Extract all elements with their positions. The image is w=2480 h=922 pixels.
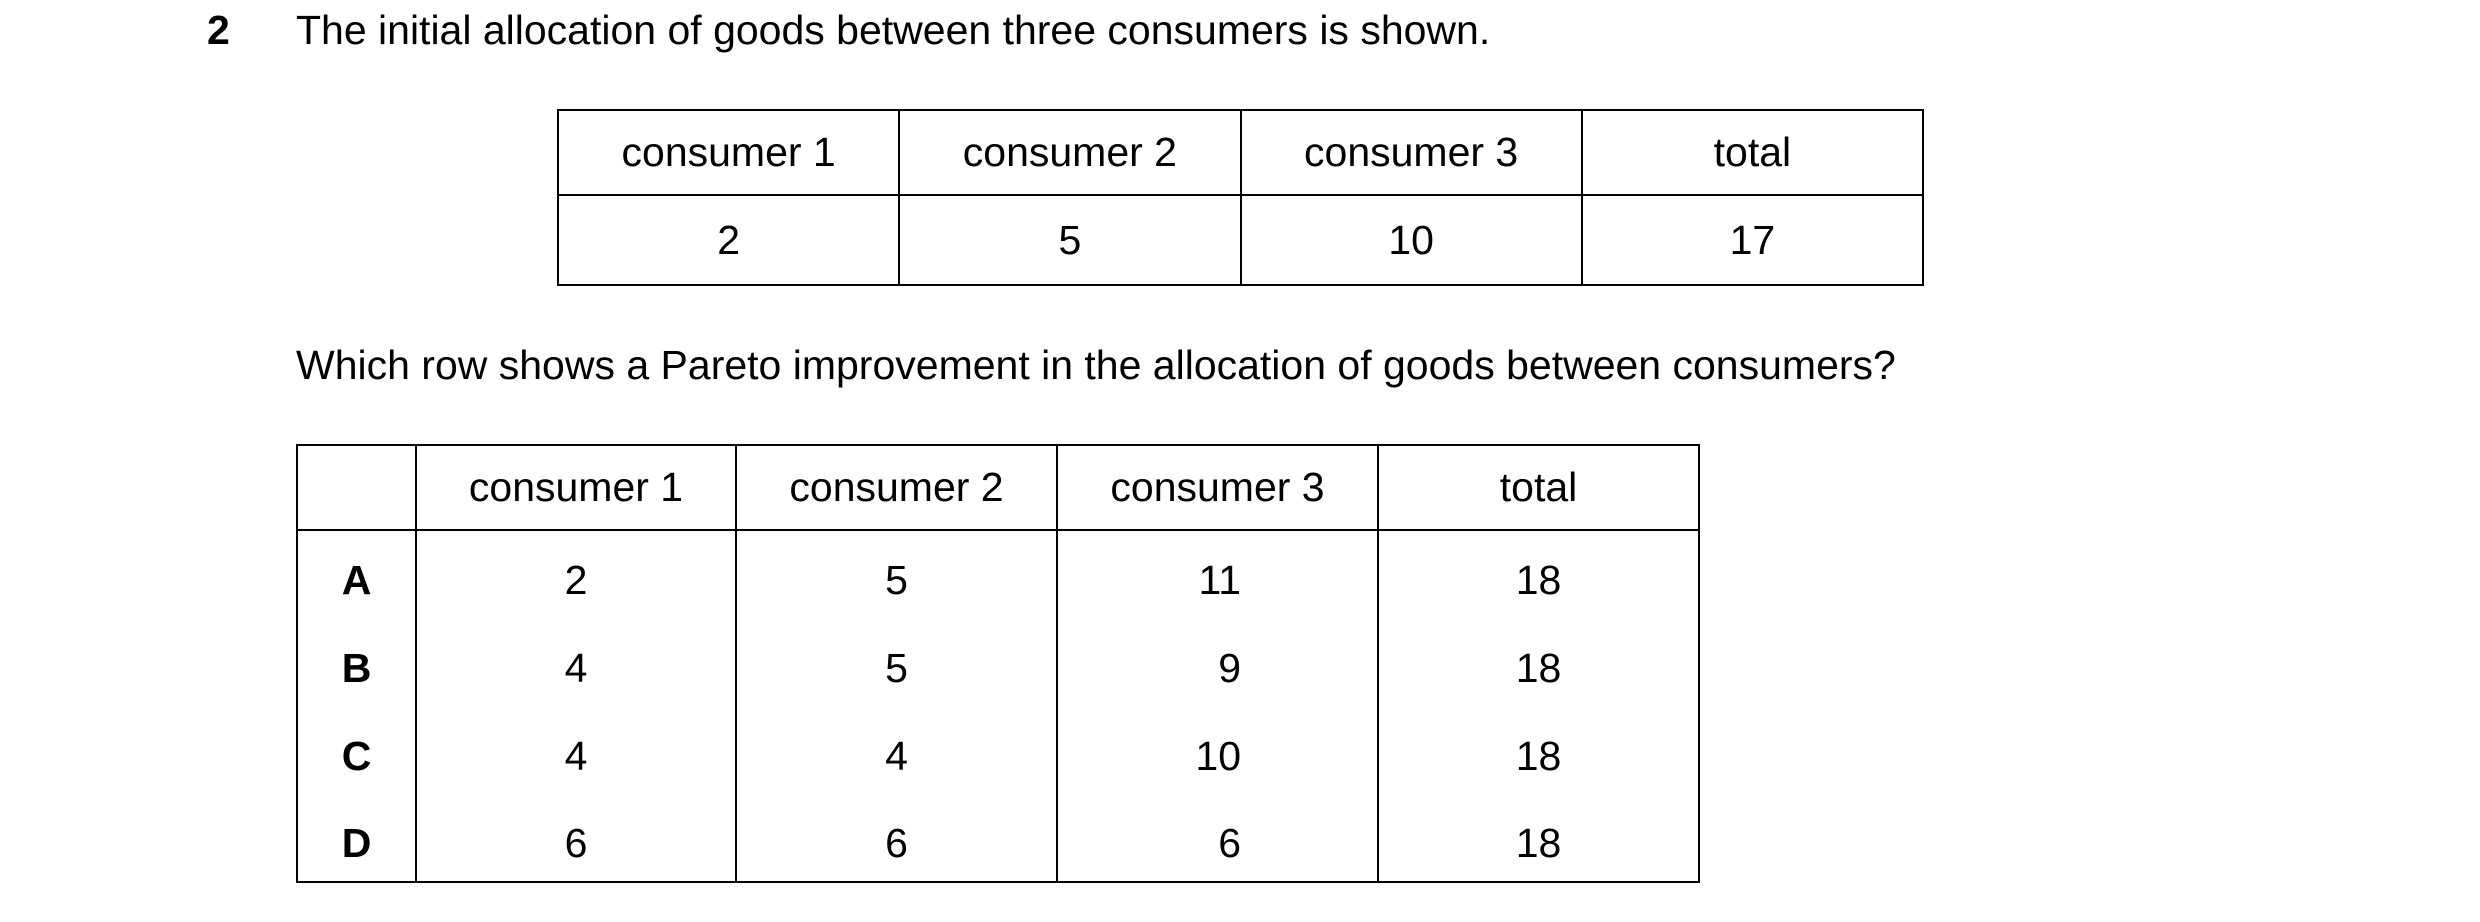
cell: 5 [898, 194, 1242, 286]
option-label: D [296, 794, 417, 883]
cell: 18 [1377, 794, 1700, 883]
cell: 2 [415, 530, 737, 618]
prompt: Which row shows a Pareto improvement in … [296, 342, 1896, 388]
cell: 6 [415, 794, 737, 883]
cell: 4 [415, 706, 737, 794]
cell: 6 [1056, 794, 1379, 883]
cell: 18 [1377, 618, 1700, 706]
cell: 6 [735, 794, 1058, 883]
header-cell: consumer 3 [1239, 109, 1583, 196]
option-row: B 4 5 9 18 [296, 618, 1700, 706]
header-cell: total [1377, 444, 1700, 531]
cell: 11 [1056, 530, 1379, 618]
cell: 2 [556, 194, 901, 286]
cell: 18 [1377, 530, 1700, 618]
header-cell: consumer 1 [415, 444, 737, 531]
cell: 5 [735, 530, 1058, 618]
header-cell: total [1580, 109, 1925, 196]
cell: 17 [1580, 194, 1925, 286]
header-row: consumer 1 consumer 2 consumer 3 total [556, 109, 1925, 196]
cell: 5 [735, 618, 1058, 706]
cell: 10 [1056, 706, 1379, 794]
option-row: A 2 5 11 18 [296, 530, 1700, 618]
question-text: The initial allocation of goods between … [296, 7, 1491, 53]
option-label: C [296, 706, 417, 794]
question-number: 2 [207, 7, 230, 53]
cell: 18 [1377, 706, 1700, 794]
option-label: A [296, 530, 417, 618]
options-table: consumer 1 consumer 2 consumer 3 total A 2 5 11… [296, 444, 1700, 883]
header-cell: consumer 2 [735, 444, 1058, 531]
header-cell: consumer 1 [556, 109, 901, 196]
option-label: B [296, 618, 417, 706]
corner-cell [296, 444, 417, 531]
header-row: consumer 1 consumer 2 consumer 3 total [296, 444, 1700, 531]
cell: 9 [1056, 618, 1379, 706]
option-row: D 6 6 6 18 [296, 794, 1700, 883]
cell: 10 [1239, 194, 1583, 286]
header-cell: consumer 3 [1056, 444, 1379, 531]
cell: 4 [415, 618, 737, 706]
cell: 4 [735, 706, 1058, 794]
initial-table: consumer 1 consumer 2 consumer 3 total 2 5 10 1… [556, 109, 1925, 286]
header-cell: consumer 2 [898, 109, 1242, 196]
option-row: C 4 4 10 18 [296, 706, 1700, 794]
data-row: 2 5 10 17 [556, 194, 1925, 286]
